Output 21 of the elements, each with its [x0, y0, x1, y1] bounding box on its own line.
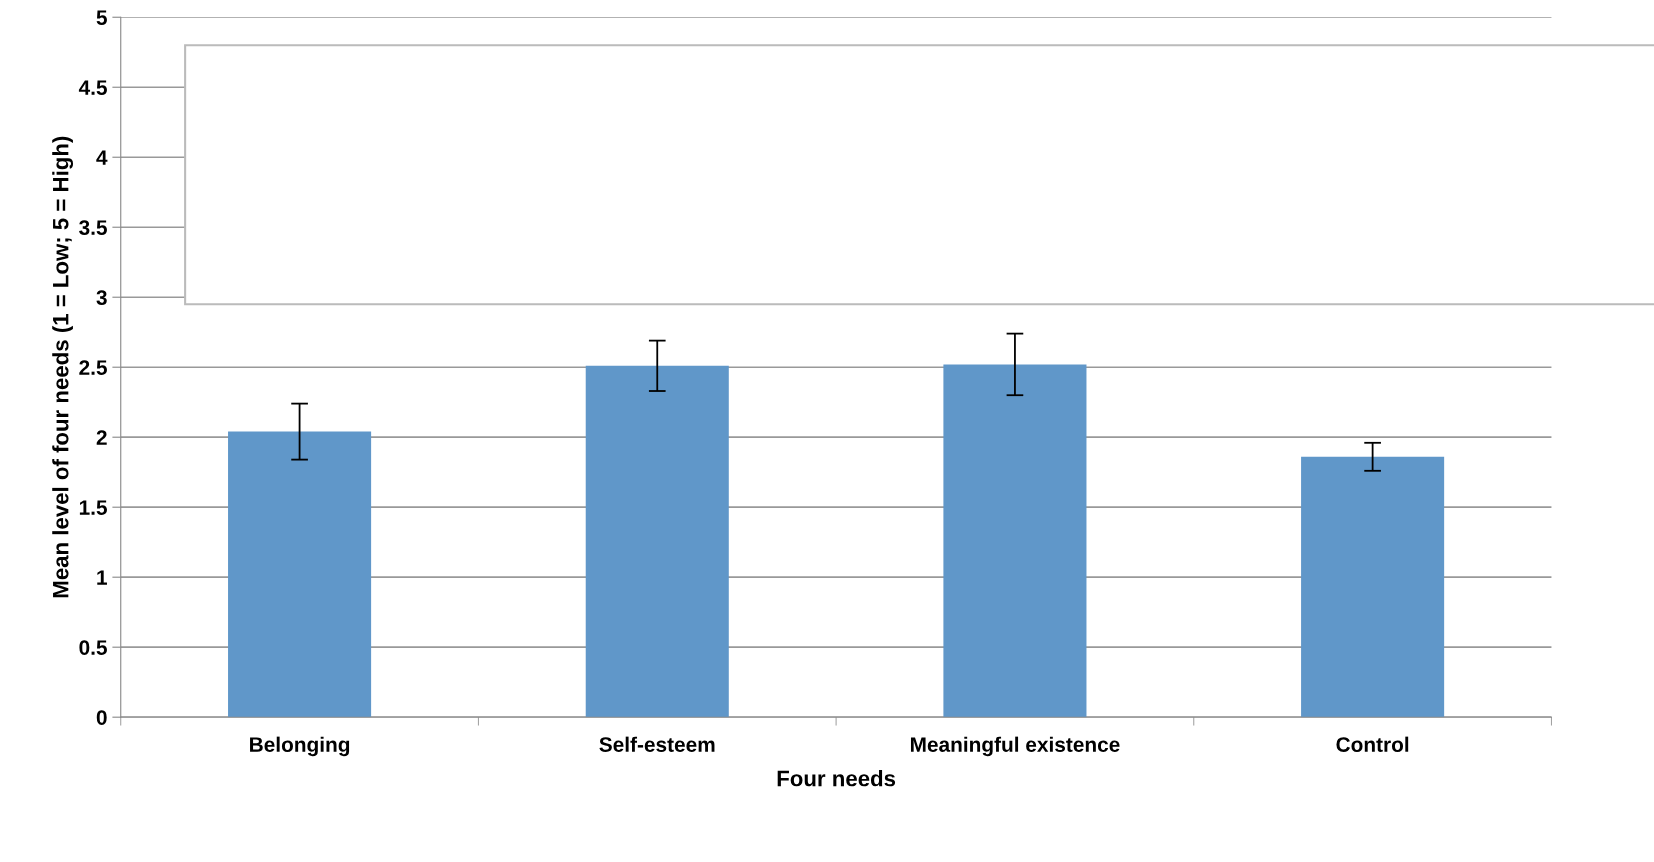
y-tick-label: 2 [96, 430, 107, 445]
bar [1301, 456, 1445, 718]
bar [585, 365, 729, 718]
x-tick-label: Self-esteem [599, 736, 715, 752]
y-tick-label: 3.5 [79, 220, 107, 236]
y-tick-label: 4.5 [78, 80, 107, 95]
x-tick-label: Control [1336, 736, 1409, 752]
bar [228, 431, 372, 718]
y-tick-label: 5 [96, 10, 107, 25]
y-tick-label: 3 [96, 290, 107, 305]
y-tick-label: 2.5 [79, 360, 107, 375]
x-axis-title: Four needs [777, 770, 896, 787]
y-tick-label: 0 [96, 710, 107, 725]
x-tick-label: Belonging [250, 736, 350, 757]
y-tick-label: 1 [97, 570, 107, 585]
bar [943, 364, 1087, 718]
y-axis-title: Mean level of four needs (1 = Low; 5 = High) [52, 136, 74, 598]
x-tick-label: Meaningful existence [910, 736, 1120, 757]
y-tick-label: 1.5 [79, 500, 107, 515]
y-tick-label: 4 [96, 150, 108, 165]
y-tick-label: 0.5 [79, 640, 107, 655]
